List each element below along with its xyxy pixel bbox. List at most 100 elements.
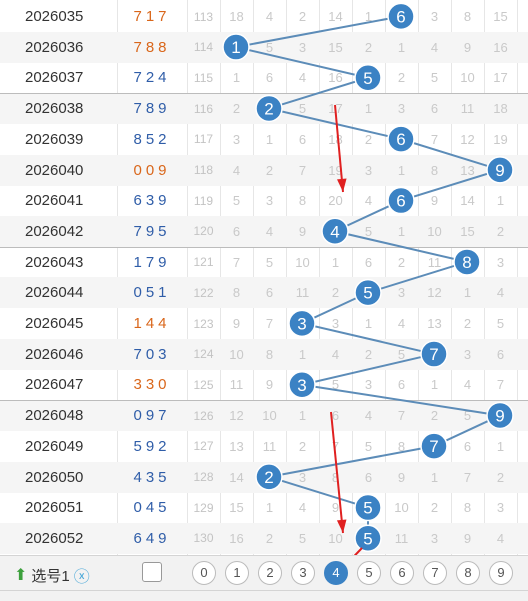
table-row: 2026040 009 118 4 2 7 19 3 1 8 13 [0,154,528,186]
group-separator [0,246,528,248]
table-row: 2026042 795 120 6 4 9 5 1 10 15 2 [0,215,528,247]
draw-numbers: 795 [133,222,171,240]
omission-cell: 6 [397,377,406,393]
period-index: 129 [193,500,214,515]
omission-cell: 6 [364,254,373,270]
period-index: 122 [193,285,214,300]
table-row: 2026043 179 121 7 5 10 1 6 2 11 3 [0,247,528,278]
trend-ball [288,309,316,338]
draw-numbers: 051 [133,284,171,302]
omission-cell: 11 [295,285,310,301]
omission-cell: 1 [496,193,505,209]
table-row: 2026037 724 115 1 6 4 16 2 5 10 17 [0,62,528,93]
table-row: 2026036 788 114 5 3 15 2 1 4 9 16 [0,31,528,63]
trend-ball-label: 7 [429,345,438,364]
pick-ball[interactable]: 9 [489,561,513,585]
omission-cell: 1 [331,254,340,270]
issue-number: 2026050 [25,468,84,486]
trend-ball [387,125,415,153]
pick-label-text: 选号1 [31,567,70,585]
omission-cell: 13 [460,162,475,178]
omission-cell: 7 [232,254,241,270]
pick-ball[interactable]: 1 [225,561,249,585]
pick-ball[interactable]: 2 [258,561,282,585]
table-row: 2026047 330 125 11 9 5 3 6 1 4 7 [0,369,528,400]
omission-cell: 10 [295,254,310,270]
trend-ball [420,432,448,460]
omission-cell: 2 [265,530,274,546]
issue-number: 2026045 [25,315,84,332]
trend-ball-label: 9 [495,161,504,180]
pick-ball[interactable]: 0 [192,561,216,585]
omission-cell: 3 [298,39,307,55]
omission-cell: 11 [262,438,277,454]
pick-ball[interactable]: 3 [291,561,315,585]
omission-cell: 17 [493,70,508,86]
annotation-arrow [330,411,344,534]
omission-cell: 16 [493,39,508,55]
omission-cell: 7 [397,408,406,424]
omission-cell: 4 [232,162,241,178]
omission-cell: 2 [265,162,274,178]
omission-cell: 6 [364,469,373,485]
pick-ball[interactable]: 8 [456,561,480,585]
omission-cell: 8 [463,500,472,516]
omission-cell: 2 [364,39,373,55]
trend-ball [420,340,448,368]
omission-cell: 9 [463,39,472,55]
omission-cell: 15 [229,500,244,516]
trend-ball-label: 7 [429,437,438,456]
omission-cell: 6 [430,101,439,117]
omission-cell: 4 [397,316,406,331]
omission-cell: 3 [397,101,406,117]
omission-cell: 15 [328,39,343,55]
omission-cell: 4 [430,39,439,55]
omission-cell: 7 [430,131,439,147]
group-separator [0,400,528,402]
trend-ball-label: 6 [396,130,405,149]
omission-cell: 2 [298,9,307,24]
clear-icon[interactable]: ⓧ [73,569,90,586]
omission-cell: 12 [460,131,475,147]
table-row: 2026052 649 130 16 2 5 10 11 3 9 4 [0,522,528,554]
trend-ball-label: 9 [495,406,504,425]
period-index: 118 [193,163,214,177]
issue-number: 2026038 [25,100,84,118]
group-separator [0,93,528,95]
draw-numbers: 639 [133,192,171,210]
omission-cell: 9 [232,316,241,331]
pick-ball[interactable]: 4 [324,561,348,585]
pick-ball[interactable]: 5 [357,561,381,585]
omission-cell: 2 [496,469,505,485]
trend-ball-label: 2 [264,468,273,487]
omission-cell: 18 [493,101,508,117]
issue-number: 2026039 [25,130,84,148]
omission-cell: 14 [229,469,244,485]
omission-cell: 10 [394,500,409,516]
period-index: 127 [193,439,214,454]
trend-ball-label: 6 [396,192,405,211]
omission-cell: 4 [265,223,274,239]
omission-cell: 1 [364,101,373,117]
pick-checkbox-1[interactable] [142,562,162,582]
trend-ball-label: 3 [297,376,306,395]
issue-number: 2026036 [25,38,84,56]
omission-cell: 2 [463,316,472,331]
omission-cell: 4 [298,70,307,86]
table-row: 2026051 045 129 15 1 4 9 10 2 8 3 [0,492,528,523]
pick-ball[interactable]: 6 [390,561,414,585]
omission-cell: 13 [229,438,244,454]
omission-cell: 13 [427,316,442,331]
omission-cell: 3 [397,285,406,301]
issue-number: 2026041 [25,192,84,210]
trend-ball [453,248,481,276]
issue-number: 2026040 [25,161,84,179]
trend-ball [288,371,316,399]
omission-cell: 4 [331,346,340,362]
omission-cell: 4 [496,285,505,301]
omission-cell: 10 [328,530,343,546]
draw-numbers: 592 [133,437,171,455]
pick-ball[interactable]: 7 [423,561,447,585]
omission-cell: 1 [397,39,406,55]
